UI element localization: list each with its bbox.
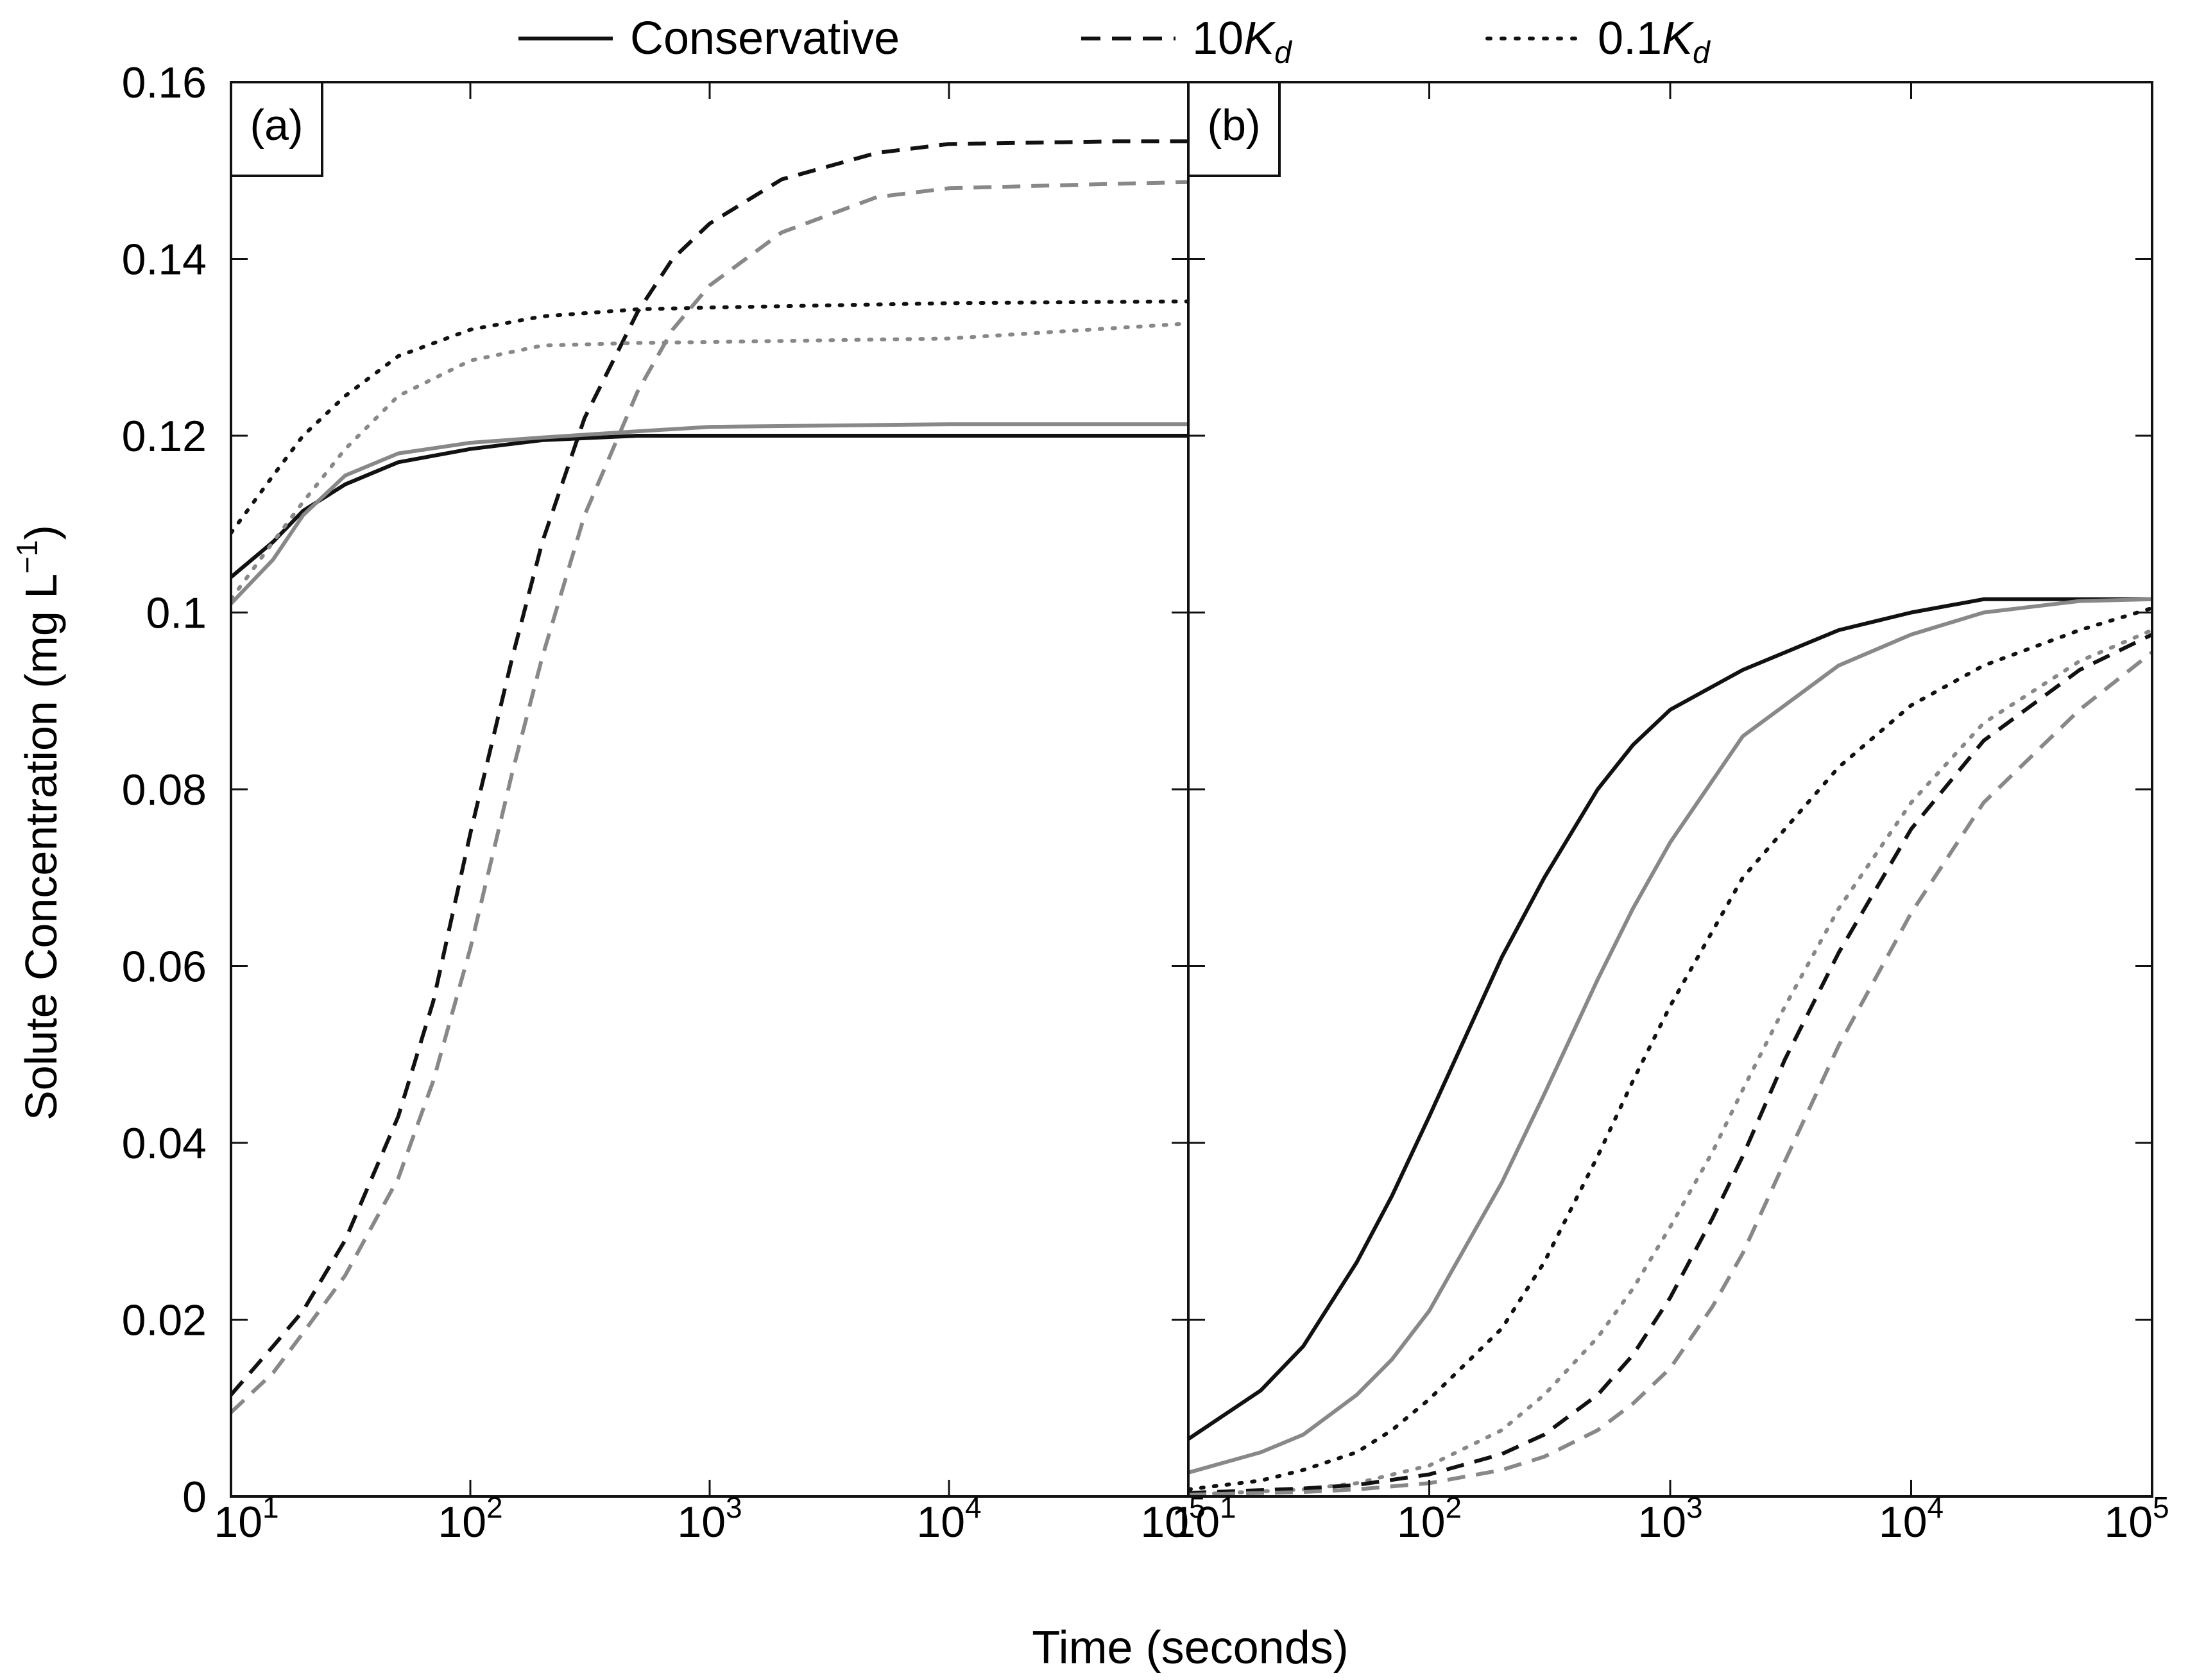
series-line-dashed-black: [1188, 633, 2152, 1495]
series-line-dotted-black: [231, 299, 1188, 535]
x-tick-label: 104: [916, 1491, 981, 1547]
panel-series-group: [231, 139, 1188, 1414]
panel-ticks: [1187, 81, 2153, 1498]
x-tick-label: 105: [1140, 1491, 1205, 1547]
x-tick-label: 101: [214, 1491, 278, 1547]
series-line-dashed-gray: [231, 180, 1188, 1414]
y-tick-label: 0: [182, 1473, 207, 1521]
y-tick-label: 0.12: [122, 412, 207, 461]
x-axis-title: Time (seconds): [1032, 1622, 1348, 1674]
y-axis-title: Solute Concentration (mg L−1): [10, 525, 66, 1120]
panel-label-box: [1187, 81, 1281, 177]
y-tick-label: 0.14: [122, 236, 207, 284]
y-tick-label: 0.16: [122, 58, 207, 107]
series-line-solid-black: [231, 434, 1188, 579]
y-tick-label: 0.04: [122, 1119, 207, 1168]
series-line-dashed-black: [231, 139, 1188, 1396]
panel-a: 101 102 103 104 105 (a): [214, 81, 1206, 1547]
y-tick-label: 0.06: [122, 943, 207, 991]
panel-label: (a): [250, 101, 303, 150]
panel-label: (b): [1207, 101, 1260, 150]
series-line-dashed-gray: [1188, 651, 2152, 1496]
panel-series-group: [1188, 597, 2152, 1496]
x-tick-label: 103: [1637, 1491, 1702, 1547]
series-line-solid-gray: [1188, 597, 2152, 1475]
x-tick-label: 102: [438, 1491, 502, 1547]
series-line-dotted-gray: [1188, 628, 2152, 1496]
series-line-solid-gray: [231, 422, 1188, 605]
x-tick-label: 104: [1879, 1491, 1944, 1547]
x-tick-label: 102: [1397, 1491, 1462, 1547]
y-tick-label: 0.08: [122, 766, 207, 814]
y-tick-label: 0.1: [146, 589, 207, 638]
series-line-dotted-black: [1188, 606, 2152, 1491]
x-tick-label: 103: [677, 1491, 742, 1547]
y-tick-labels: 0 0.02 0.04 0.06 0.08 0.1 0.12 0.14 0.16: [122, 58, 207, 1521]
series-line-solid-black: [1188, 597, 2152, 1441]
x-tick-label: 101: [1171, 1491, 1236, 1547]
y-tick-label: 0.02: [122, 1296, 207, 1345]
x-tick-label: 105: [2104, 1491, 2169, 1547]
legend: Conservative 10Kd 0.1Kd: [518, 13, 1711, 70]
panel-b: 101 102 103 104 105 (b): [1171, 81, 2169, 1547]
legend-label-10kd: 10Kd: [1192, 13, 1292, 70]
panel-label-box: [230, 81, 323, 177]
legend-label-0-1kd: 0.1Kd: [1598, 13, 1711, 70]
legend-label-conservative: Conservative: [630, 13, 900, 64]
series-line-dotted-gray: [231, 321, 1188, 601]
